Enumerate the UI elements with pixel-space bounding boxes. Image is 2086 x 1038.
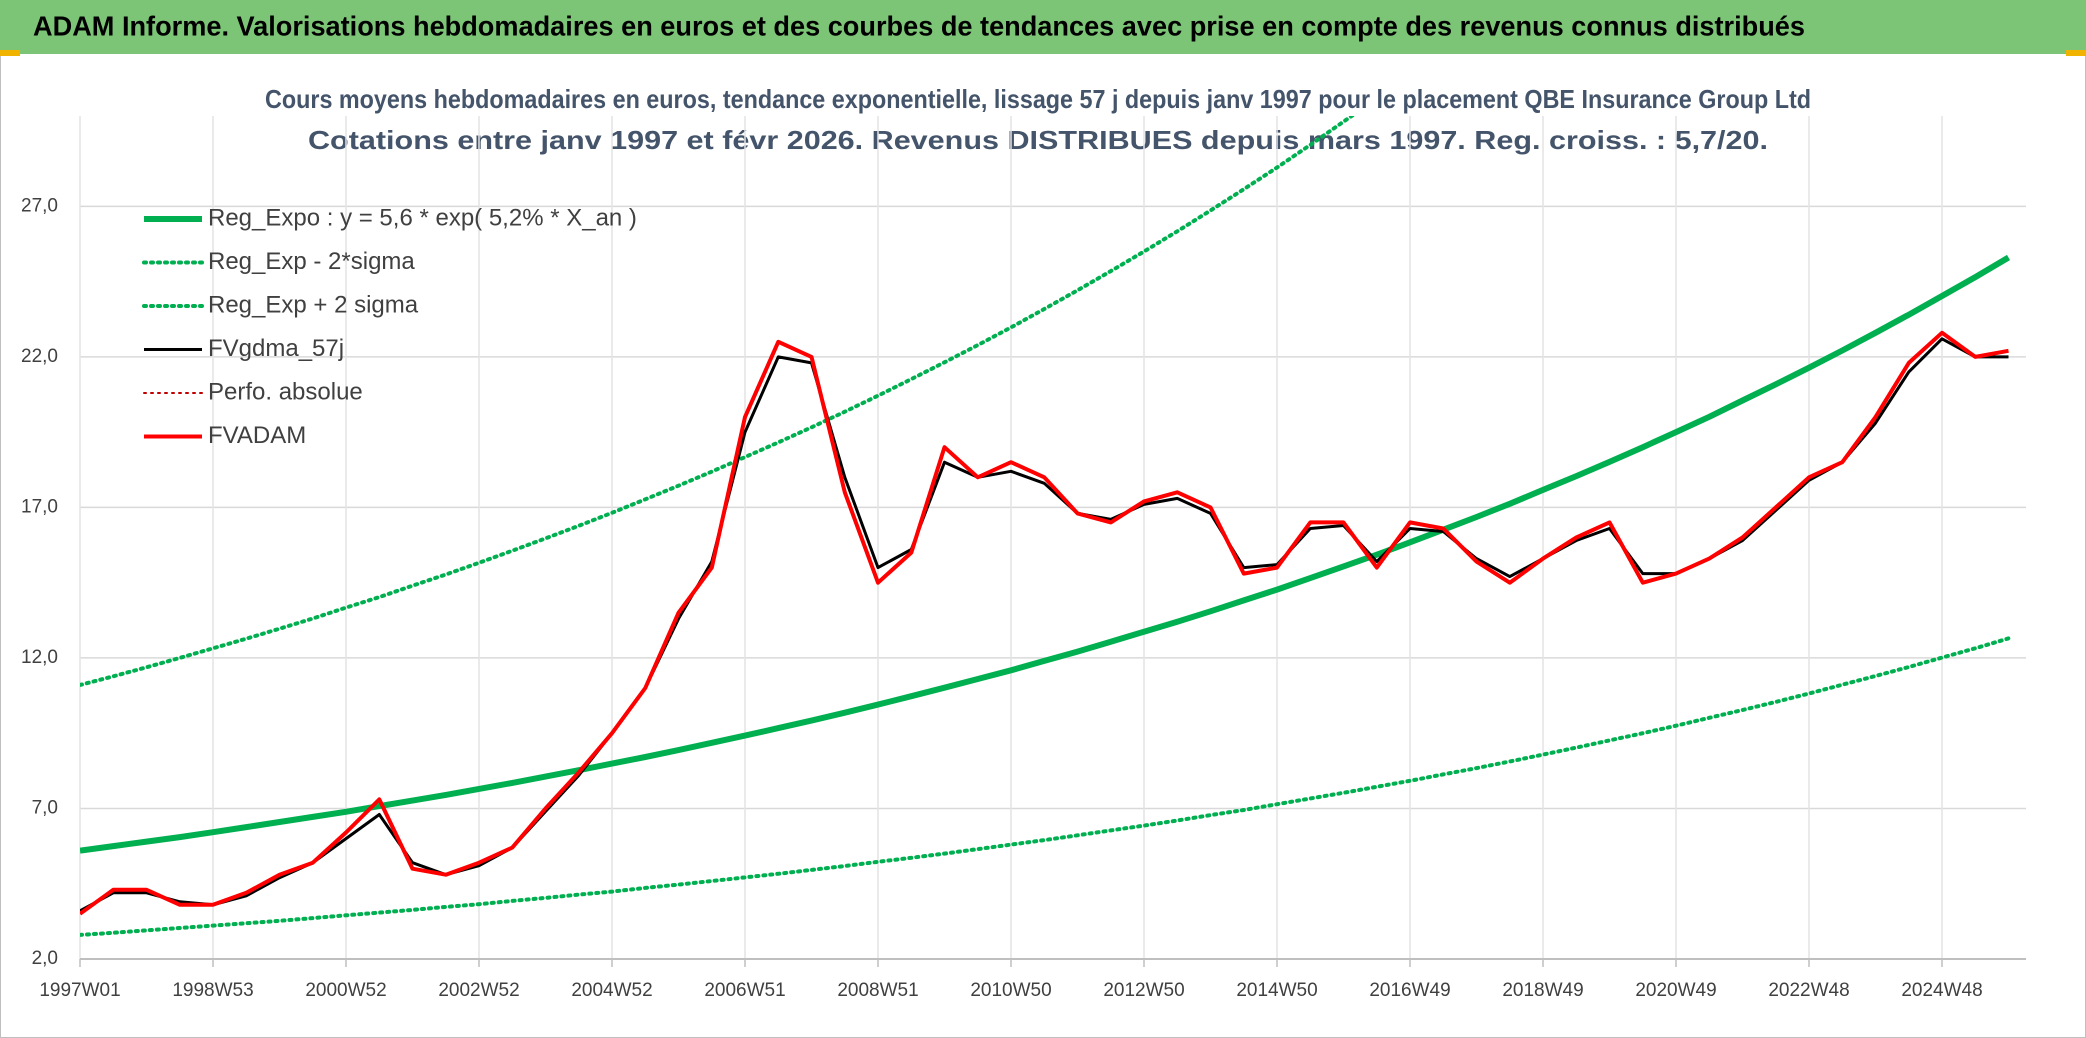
legend-label: Perfo. absolue bbox=[208, 378, 363, 405]
series-line bbox=[80, 116, 1356, 687]
series-line bbox=[80, 254, 2011, 854]
header-accent bbox=[0, 50, 20, 56]
x-tick-label: 2018W49 bbox=[1502, 980, 1583, 1001]
legend-label: FVADAM bbox=[208, 422, 306, 449]
y-tick-label: 22,0 bbox=[21, 346, 58, 367]
x-tick-label: 2012W50 bbox=[1103, 980, 1184, 1001]
series-line bbox=[80, 330, 2009, 916]
x-tick-label: 2024W48 bbox=[1901, 980, 1982, 1001]
x-tick-label: 2010W50 bbox=[970, 980, 1051, 1001]
header-title: ADAM Informe. Valorisations hebdomadaire… bbox=[33, 10, 1805, 41]
header-bar bbox=[0, 0, 2086, 54]
y-tick-label: 27,0 bbox=[21, 195, 58, 216]
x-tick-label: 2020W49 bbox=[1635, 980, 1716, 1001]
legend-label: Reg_Exp + 2 sigma bbox=[208, 291, 419, 318]
x-tick-label: 2006W51 bbox=[704, 980, 785, 1001]
y-tick-label: 12,0 bbox=[21, 647, 58, 668]
legend-label: Reg_Exp - 2*sigma bbox=[208, 248, 415, 275]
x-tick-label: 2016W49 bbox=[1369, 980, 1450, 1001]
chart-title: Cours moyens hebdomadaires en euros, ten… bbox=[265, 84, 1811, 114]
header-accent bbox=[2066, 50, 2086, 56]
x-tick-label: 2000W52 bbox=[305, 980, 386, 1001]
x-tick-label: 2002W52 bbox=[438, 980, 519, 1001]
x-tick-label: 2022W48 bbox=[1768, 980, 1849, 1001]
x-tick-label: 2004W52 bbox=[571, 980, 652, 1001]
y-tick-label: 17,0 bbox=[21, 496, 58, 517]
chart-subtitle: Cotations entre janv 1997 et févr 2026. … bbox=[308, 125, 1768, 155]
x-tick-label: 2008W51 bbox=[837, 980, 918, 1001]
legend-label: Reg_Expo : y = 5,6 * exp( 5,2% * X_an ) bbox=[208, 204, 637, 231]
x-tick-label: 1998W53 bbox=[172, 980, 253, 1001]
x-tick-label: 1997W01 bbox=[39, 980, 120, 1001]
y-tick-label: 7,0 bbox=[32, 797, 58, 818]
x-tick-label: 2014W50 bbox=[1236, 980, 1317, 1001]
plot-area bbox=[80, 116, 2011, 937]
legend-label: FVgdma_57j bbox=[208, 335, 344, 362]
series-line bbox=[80, 636, 2011, 937]
y-tick-label: 2,0 bbox=[32, 948, 58, 969]
